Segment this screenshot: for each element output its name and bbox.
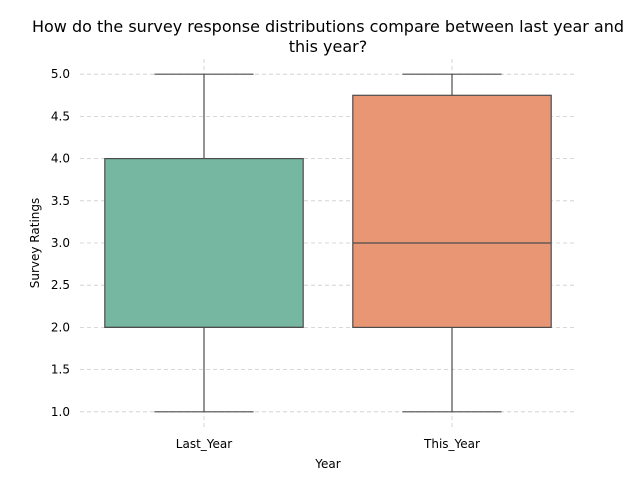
y-axis-ticks: 1.0 1.5 2.0 2.5 3.0 3.5 4.0 4.5 5.0 xyxy=(51,67,70,419)
y-tick-label: 2.5 xyxy=(51,278,70,292)
y-tick-label: 3.0 xyxy=(51,236,70,250)
chart-title-line-1: How do the survey response distributions… xyxy=(32,17,624,36)
box-this-year xyxy=(352,73,552,413)
x-axis-label: Year xyxy=(314,457,340,471)
chart-title-line-2: this year? xyxy=(289,37,367,56)
y-tick-label: 4.5 xyxy=(51,109,70,123)
y-tick-label: 4.0 xyxy=(51,152,70,166)
y-tick-label: 1.0 xyxy=(51,405,70,419)
x-axis-ticks: Last_Year This_Year xyxy=(176,437,480,451)
x-tick-label: This_Year xyxy=(423,437,480,451)
y-tick-label: 3.5 xyxy=(51,194,70,208)
box-last-year xyxy=(104,73,304,413)
box-body xyxy=(352,94,552,329)
box-body xyxy=(104,157,304,329)
y-tick-label: 1.5 xyxy=(51,363,70,377)
y-tick-label: 2.0 xyxy=(51,320,70,334)
x-tick-label: Last_Year xyxy=(176,437,232,451)
y-axis-label: Survey Ratings xyxy=(28,198,42,289)
boxes xyxy=(104,73,552,413)
y-tick-label: 5.0 xyxy=(51,67,70,81)
